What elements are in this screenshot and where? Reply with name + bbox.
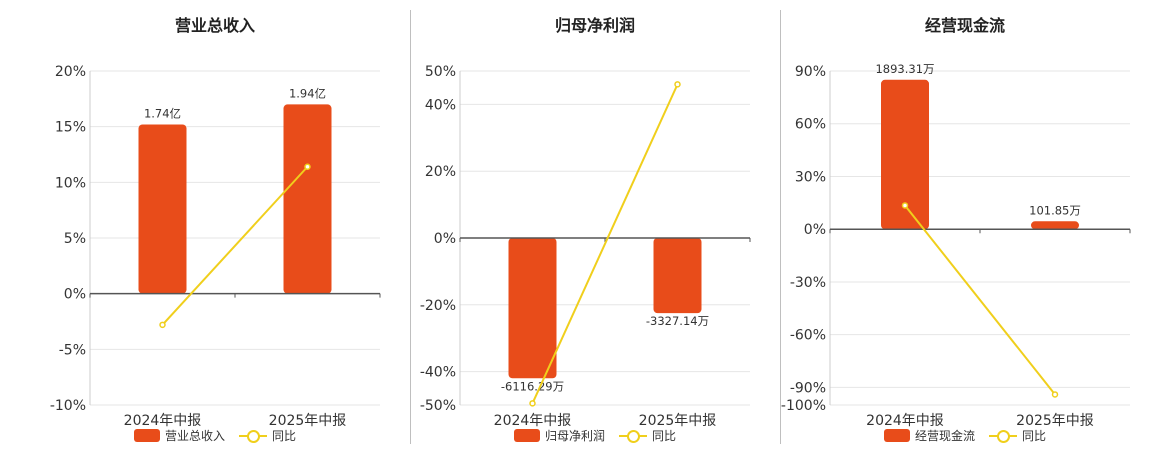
chart-title: 经营现金流 [924, 16, 1005, 35]
chart-title: 营业总收入 [174, 16, 255, 35]
yoy-point [159, 321, 166, 329]
bar [653, 238, 702, 314]
y-tick-label: -100% [781, 398, 826, 414]
legend-label: 经营现金流 [914, 429, 975, 443]
legend-bar-swatch [513, 429, 540, 442]
legend: 归母净利润 同比 [410, 427, 780, 444]
chart-plot: -50% -40% -20% 0% 20% 40% 50% -6116.29万 -3327.14… [420, 64, 751, 429]
data-label: 1893.31万 [875, 62, 934, 76]
yoy-line [531, 83, 679, 404]
x-tick-label: 2025年中报 [1016, 413, 1094, 429]
chart-plot: -100% -90% -60% -30% 0% 30% 60% 90% 1893.31万 101.… [781, 62, 1131, 429]
yoy-line [904, 204, 1056, 396]
y-tick-label: -90% [790, 380, 826, 396]
yoy-point [1051, 391, 1059, 398]
separator [780, 10, 781, 444]
legend-bar-swatch [133, 429, 160, 442]
x-tick-label: 2025年中报 [269, 413, 347, 429]
legend-label: 同比 [272, 429, 297, 443]
y-tick-label: 40% [425, 97, 456, 113]
yoy-point [529, 400, 536, 407]
legend-item-bar[interactable]: 归母净利润 [513, 427, 605, 444]
legend-label: 同比 [652, 429, 677, 443]
y-tick-label: 15% [55, 120, 86, 136]
x-tick-label: 2024年中报 [494, 413, 572, 429]
bar [283, 104, 332, 294]
y-tick-label: 50% [425, 64, 456, 80]
y-tick-label: -5% [59, 342, 86, 358]
separator [410, 10, 411, 444]
x-tick-label: 2024年中报 [124, 413, 202, 429]
y-tick-label: 0% [434, 231, 456, 247]
chart-plot: -10% -5% 0% 5% 10% 15% 20% 1.74亿 1.94亿 2024年中报 202… [50, 64, 381, 429]
legend-bar-swatch [883, 429, 910, 442]
y-tick-label: -20% [420, 298, 456, 314]
y-tick-label: -60% [790, 328, 826, 344]
y-tick-label: -40% [420, 365, 456, 381]
y-tick-label: 5% [64, 231, 86, 247]
y-tick-label: 0% [804, 222, 826, 238]
legend-item-line[interactable]: 同比 [239, 427, 296, 444]
legend-item-line[interactable]: 同比 [989, 427, 1046, 444]
y-tick-label: 0% [64, 287, 86, 303]
y-tick-label: 20% [55, 64, 86, 80]
yoy-point [304, 163, 311, 170]
legend-line-swatch [619, 429, 647, 443]
bar [138, 124, 187, 294]
bar [1031, 221, 1079, 230]
bar [881, 79, 929, 230]
legend-item-bar[interactable]: 经营现金流 [883, 427, 975, 444]
legend-line-swatch [989, 429, 1017, 443]
data-label: -6116.29万 [501, 379, 564, 393]
yoy-point [674, 81, 681, 88]
y-tick-label: 20% [425, 164, 456, 180]
y-tick-label: -30% [790, 275, 826, 291]
legend-item-bar[interactable]: 营业总收入 [133, 427, 225, 444]
bar [508, 238, 557, 379]
chart-operating-cash-flow: 经营现金流 -100% -90% -60% -30% 0% 30% 60% 90% 1893.3… [780, 0, 1150, 450]
y-tick-label: -50% [420, 398, 456, 414]
y-tick-label: 90% [795, 64, 826, 80]
x-tick-label: 2024年中报 [866, 413, 944, 429]
data-label: 101.85万 [1029, 203, 1081, 217]
legend-label: 营业总收入 [164, 429, 225, 443]
legend-item-line[interactable]: 同比 [619, 427, 676, 444]
y-tick-label: 60% [795, 117, 826, 133]
chart-net-profit: 归母净利润 -50% -40% -20% 0% 20% 40% 50% -6116.29万 -3… [410, 0, 780, 450]
x-tick-label: 2025年中报 [639, 413, 717, 429]
data-label: 1.94亿 [289, 86, 326, 100]
legend-label: 归母净利润 [544, 429, 605, 443]
yoy-point [901, 202, 909, 209]
chart-title: 归母净利润 [554, 16, 635, 35]
y-tick-label: -10% [50, 398, 86, 414]
data-label: 1.74亿 [144, 106, 181, 120]
legend: 营业总收入 同比 [40, 427, 390, 444]
legend: 经营现金流 同比 [780, 427, 1150, 444]
legend-line-swatch [239, 429, 267, 443]
legend-label: 同比 [1022, 429, 1047, 443]
chart-revenue: 营业总收入 -10% -5% 0% 5% 10% 15% 20% 1.74亿 1.94亿 2024… [40, 0, 390, 450]
data-label: -3327.14万 [646, 314, 709, 328]
y-tick-label: 30% [795, 169, 826, 185]
y-tick-label: 10% [55, 175, 86, 191]
yoy-line [161, 166, 309, 326]
